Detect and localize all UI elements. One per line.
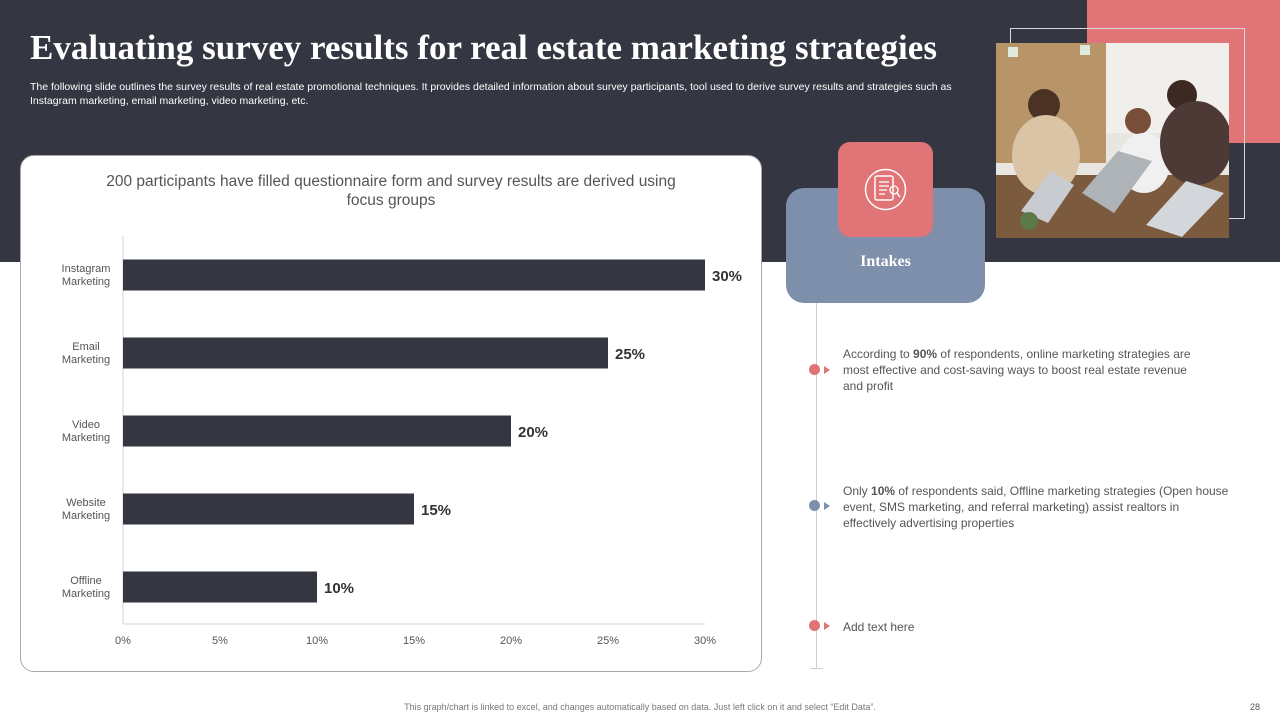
x-tick-label: 20% bbox=[500, 635, 522, 647]
clipboard-document-icon bbox=[864, 168, 907, 211]
timeline-arrow-1 bbox=[824, 366, 830, 374]
category-label: Email bbox=[72, 341, 100, 353]
chart-heading: 200 participants have filled questionnai… bbox=[106, 173, 676, 209]
x-tick-label: 5% bbox=[212, 635, 228, 647]
bar bbox=[123, 493, 414, 525]
category-label: Video bbox=[72, 419, 100, 431]
footer-note: This graph/chart is linked to excel, and… bbox=[404, 702, 876, 712]
team-meeting-photo bbox=[996, 43, 1229, 238]
timeline-arrow-3 bbox=[824, 622, 830, 630]
timeline-dot-2 bbox=[809, 500, 820, 511]
insight-text-2: Only 10% of respondents said, Offline ma… bbox=[843, 484, 1229, 530]
timeline-end bbox=[810, 668, 823, 669]
bar bbox=[123, 337, 608, 369]
chart-card: 200 participants have filled questionnai… bbox=[20, 155, 762, 672]
insight-text-3[interactable]: Add text here bbox=[843, 620, 915, 634]
category-label: Marketing bbox=[62, 510, 110, 522]
category-label: Marketing bbox=[62, 276, 110, 288]
intakes-icon-box bbox=[838, 142, 933, 237]
insight-2-figure: 10% bbox=[871, 484, 896, 498]
category-label: Marketing bbox=[62, 588, 110, 600]
bar bbox=[123, 571, 317, 603]
insight-1-figure: 90% bbox=[913, 347, 938, 361]
timeline-arrow-2 bbox=[824, 502, 830, 510]
x-tick-label: 25% bbox=[597, 635, 619, 647]
timeline-dot-3 bbox=[809, 620, 820, 631]
x-tick-label: 15% bbox=[403, 635, 425, 647]
page-title: Evaluating survey results for real estat… bbox=[30, 28, 937, 67]
bar-data-label: 30% bbox=[712, 268, 742, 285]
bar-data-label: 10% bbox=[324, 580, 354, 597]
category-label: Marketing bbox=[62, 432, 110, 444]
category-label: Offline bbox=[70, 575, 102, 587]
category-label: Instagram bbox=[62, 263, 111, 275]
survey-bar-chart: 30%InstagramMarketing25%EmailMarketing20… bbox=[62, 236, 742, 647]
timeline-dot-1 bbox=[809, 364, 820, 375]
timeline-line bbox=[816, 303, 817, 669]
bar-data-label: 20% bbox=[518, 424, 548, 441]
bar-data-label: 15% bbox=[421, 502, 451, 519]
bar bbox=[123, 415, 511, 447]
x-tick-label: 0% bbox=[115, 635, 131, 647]
bar-data-label: 25% bbox=[615, 346, 645, 363]
insight-text-1: According to 90% of respondents, online … bbox=[843, 347, 1191, 393]
category-label: Website bbox=[66, 497, 106, 509]
page-description: The following slide outlines the survey … bbox=[30, 81, 952, 107]
category-label: Marketing bbox=[62, 354, 110, 366]
page-number: 28 bbox=[1250, 702, 1261, 712]
x-tick-label: 10% bbox=[306, 635, 328, 647]
x-tick-label: 30% bbox=[694, 635, 716, 647]
bar bbox=[123, 259, 705, 291]
intakes-label: Intakes bbox=[860, 253, 911, 270]
